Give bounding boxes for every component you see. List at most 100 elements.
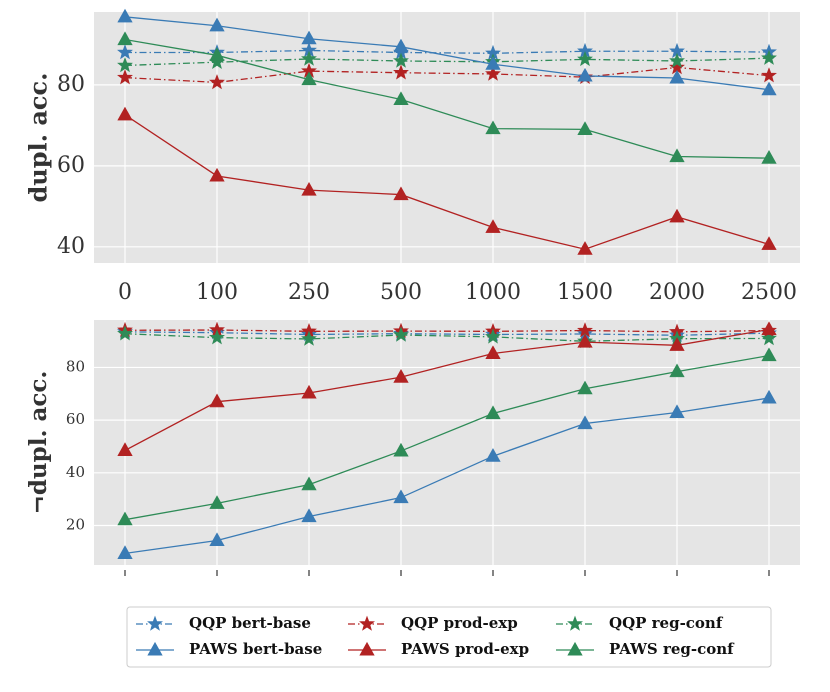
data-point	[117, 44, 133, 60]
x-tick-label: 1000	[465, 280, 521, 305]
data-point	[117, 511, 133, 526]
data-point	[117, 545, 133, 559]
data-point	[669, 208, 685, 223]
series-paws-reg-conf	[117, 31, 777, 164]
series-line	[124, 16, 770, 91]
data-point	[761, 67, 777, 83]
data-point	[577, 334, 593, 348]
data-point	[301, 476, 317, 491]
legend-label: QQP prod-exp	[401, 614, 518, 632]
legend-entry-paws-prod-exp: PAWS prod-exp	[348, 640, 529, 658]
data-point	[485, 345, 501, 360]
series-paws-prod-exp	[117, 321, 777, 456]
top-panel-dupl-acc: 40 60 80 0 100 250 500 1000 1500 2000 2500 dupl. ac…	[24, 8, 800, 305]
data-point	[485, 120, 501, 135]
legend-frame	[126, 606, 772, 668]
x-tick-label: 0	[118, 280, 132, 305]
data-point	[761, 321, 777, 336]
series-paws-bert-base	[117, 389, 777, 559]
legend-entry-qqp-reg-conf: QQP reg-conf	[556, 614, 724, 632]
legend-marker	[147, 615, 163, 631]
legend-marker	[359, 641, 375, 656]
data-point	[761, 236, 777, 250]
data-point	[485, 405, 501, 420]
data-point	[669, 363, 685, 378]
data-point	[577, 67, 593, 82]
data-point	[761, 389, 777, 404]
data-point	[761, 150, 777, 164]
data-point	[761, 330, 777, 346]
legend-entry-paws-bert-base: PAWS bert-base	[136, 640, 322, 658]
y-tick-label: 40	[57, 234, 85, 259]
data-point	[209, 532, 225, 547]
bottom-panel-not-dupl-acc: 20 40 60 80 ¬dupl. acc.	[25, 320, 800, 576]
data-point	[669, 337, 685, 351]
data-point	[301, 182, 317, 196]
series-line	[124, 38, 770, 159]
y-tick-label: 80	[57, 72, 85, 97]
legend-label: PAWS reg-conf	[609, 640, 735, 658]
data-point	[393, 186, 409, 201]
legend-label: PAWS bert-base	[189, 640, 322, 658]
data-point	[117, 31, 133, 46]
series-line	[124, 66, 770, 84]
data-point	[577, 241, 593, 255]
data-point	[301, 30, 317, 45]
data-point	[209, 47, 225, 61]
data-point	[669, 404, 685, 419]
series-paws-prod-exp	[117, 106, 777, 255]
x-tick-label: 2000	[649, 280, 705, 305]
data-point	[577, 51, 593, 67]
legend-marker	[147, 641, 163, 656]
x-tick-label: 100	[196, 280, 238, 305]
series-line	[125, 49, 770, 54]
data-point	[485, 65, 501, 81]
data-point	[393, 38, 409, 53]
data-point	[393, 369, 409, 383]
data-point	[761, 81, 777, 96]
plot-background	[94, 320, 800, 565]
legend-entry-paws-reg-conf: PAWS reg-conf	[556, 640, 735, 658]
x-tick-label: 1500	[557, 280, 613, 305]
data-point	[301, 71, 317, 86]
data-point	[117, 8, 133, 23]
y-tick-label: 20	[66, 515, 85, 533]
y-tick-label: 80	[66, 357, 85, 375]
data-point	[761, 347, 777, 362]
series-line	[124, 329, 770, 333]
series-line	[124, 333, 770, 342]
data-point	[209, 17, 225, 32]
data-point	[393, 64, 409, 80]
data-point	[485, 448, 501, 462]
series-line	[124, 114, 770, 250]
data-point	[209, 393, 225, 408]
y-tick-label: 60	[57, 153, 85, 178]
data-point	[393, 326, 409, 342]
data-point	[209, 167, 225, 182]
data-point	[485, 219, 501, 233]
data-point	[301, 508, 317, 523]
data-point	[117, 106, 133, 121]
y-tick-label: 40	[66, 463, 85, 481]
legend-label: QQP reg-conf	[609, 614, 724, 632]
series-line	[124, 331, 770, 336]
legend-marker	[567, 615, 583, 631]
data-point	[117, 57, 133, 73]
data-point	[485, 56, 501, 70]
data-point	[393, 52, 409, 68]
data-point	[393, 442, 409, 457]
x-tick-label: 250	[288, 280, 330, 305]
data-point	[209, 495, 225, 509]
data-point	[669, 69, 685, 84]
data-point	[577, 415, 593, 430]
legend-label: QQP bert-base	[189, 614, 311, 632]
series-line	[124, 354, 770, 521]
series-line	[124, 397, 770, 555]
legend: QQP bert-base QQP prod-exp QQP reg-conf PAW…	[126, 606, 772, 668]
y-axis-label: ¬dupl. acc.	[25, 371, 52, 515]
series-paws-reg-conf	[117, 347, 777, 526]
data-point	[301, 50, 317, 66]
data-point	[117, 69, 133, 85]
legend-entry-qqp-prod-exp: QQP prod-exp	[348, 614, 518, 632]
